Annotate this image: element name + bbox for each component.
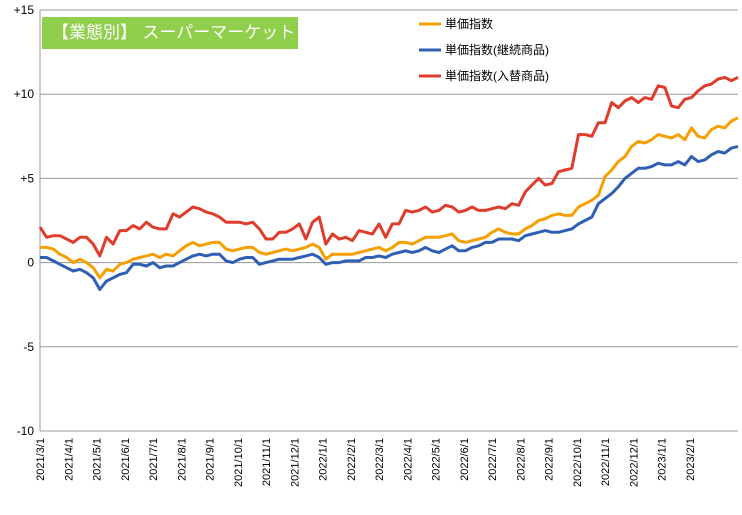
x-tick-label: 2022/12/1 [628, 438, 640, 487]
x-tick-label: 2021/6/1 [120, 438, 132, 481]
x-tick-label: 2021/12/1 [289, 438, 301, 487]
x-tick-label: 2022/1/1 [318, 438, 330, 481]
x-tick-label: 2022/7/1 [487, 438, 499, 481]
y-axis-tick-labels: +15 +10 +5 0 -5 -10 [14, 3, 35, 438]
legend-label: 単価指数 [445, 16, 493, 31]
x-tick-label: 2021/9/1 [205, 438, 217, 481]
chart-title: 【業態別】 スーパーマーケット [42, 17, 298, 49]
x-tick-label: 2022/3/1 [374, 438, 386, 481]
legend-label: 単価指数(継続商品) [445, 42, 549, 57]
x-tick-label: 2021/3/1 [35, 438, 47, 481]
x-tick-label: 2022/8/1 [515, 438, 527, 481]
y-tick-label: -10 [17, 424, 35, 438]
series-line [38, 75, 739, 258]
x-tick-label: 2023/1/1 [657, 438, 669, 481]
x-tick-label: 2021/10/1 [233, 438, 245, 487]
x-tick-label: 2021/11/1 [261, 438, 273, 486]
series-lines [38, 75, 739, 291]
y-tick-label: +5 [20, 171, 34, 185]
x-tick-label: 2022/9/1 [544, 438, 556, 481]
x-tick-label: 2021/5/1 [92, 438, 104, 481]
y-tick-label: 0 [27, 256, 34, 270]
x-tick-label: 2022/10/1 [572, 438, 584, 487]
x-tick-label: 2022/4/1 [402, 438, 414, 481]
series-line [40, 116, 739, 280]
x-tick-label: 2022/2/1 [346, 438, 358, 481]
x-tick-label: 2022/11/1 [600, 438, 612, 486]
x-axis-tick-labels: 2021/3/1 2021/4/1 2021/5/1 2021/6/1 2021/7/1… [35, 438, 697, 487]
series-line [40, 144, 739, 291]
x-tick-label: 2021/8/1 [176, 438, 188, 481]
y-tick-label: +15 [14, 3, 35, 17]
x-tick-label: 2021/4/1 [63, 438, 75, 481]
x-tick-label: 2023/2/1 [685, 438, 697, 481]
x-tick-label: 2022/5/1 [431, 438, 443, 481]
grid [39, 9, 738, 432]
legend-label: 単価指数(入替商品) [445, 68, 549, 83]
y-tick-label: -5 [23, 340, 34, 354]
y-tick-label: +10 [14, 87, 35, 101]
x-tick-label: 2021/7/1 [148, 438, 160, 481]
x-tick-label: 2022/6/1 [459, 438, 471, 481]
